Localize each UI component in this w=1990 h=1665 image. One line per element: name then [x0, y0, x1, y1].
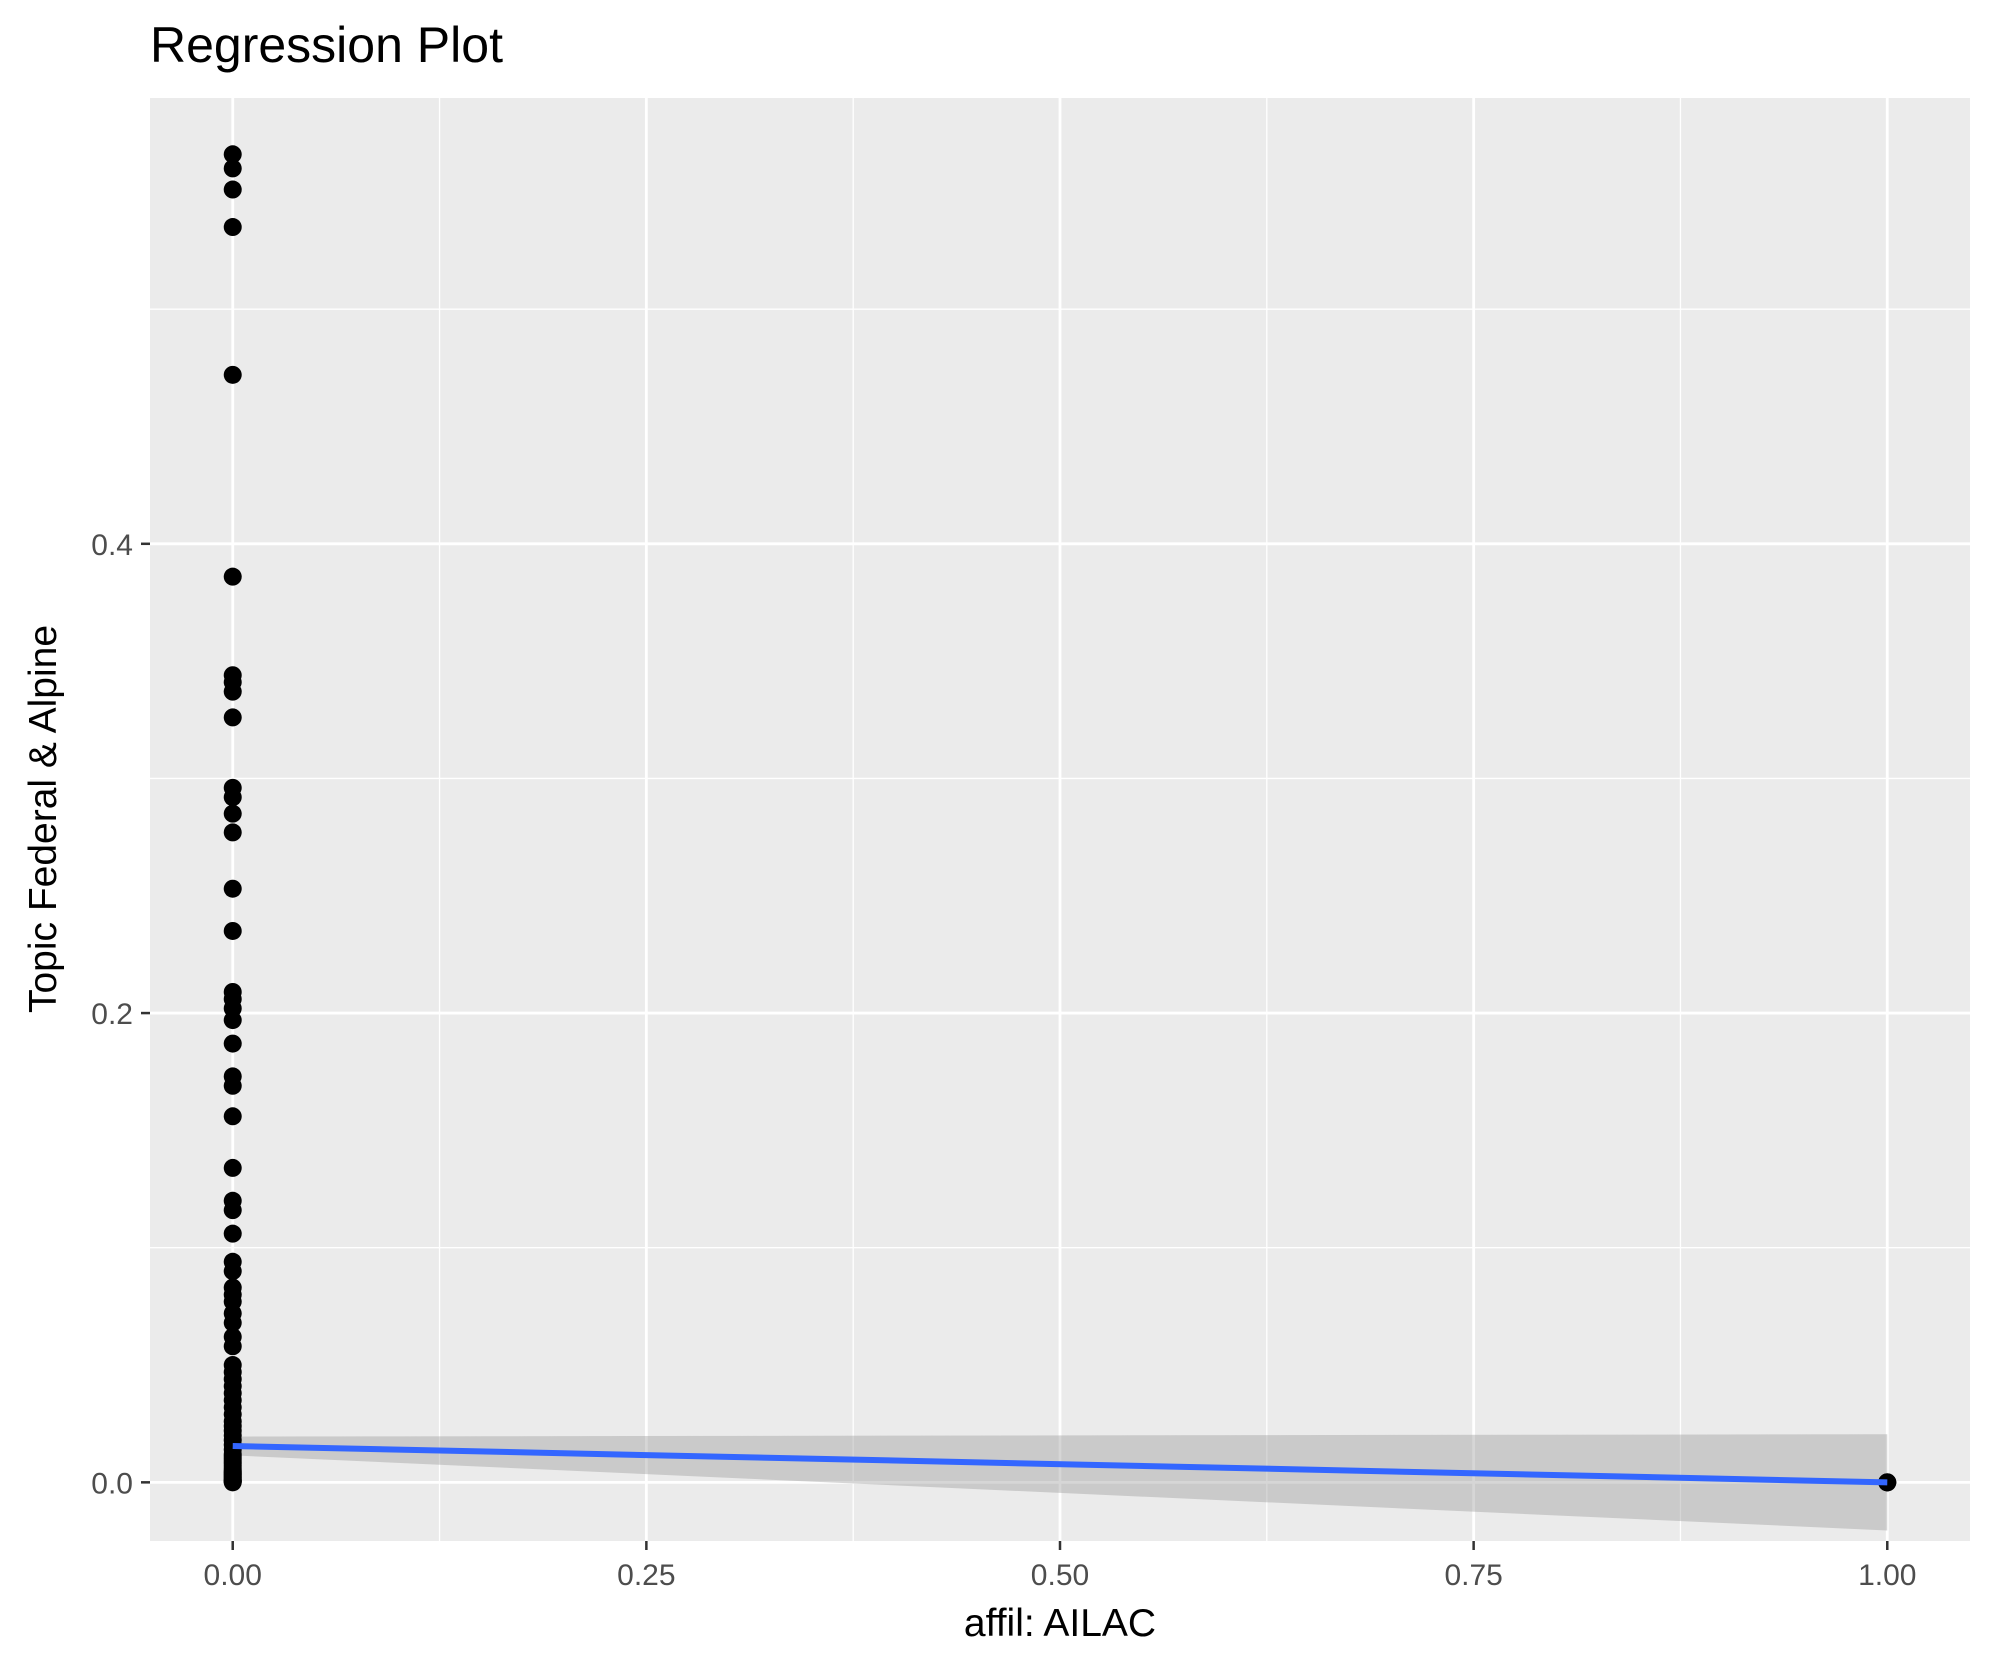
data-point: [223, 823, 242, 842]
data-point: [223, 567, 242, 586]
data-point: [223, 879, 242, 898]
data-point: [223, 1473, 242, 1492]
data-point: [223, 1107, 242, 1126]
data-point: [223, 145, 242, 164]
data-point: [223, 1034, 242, 1053]
data-point: [223, 180, 242, 199]
data-point: [223, 1158, 242, 1177]
x-tick-label: 0.00: [204, 1559, 262, 1592]
data-point: [223, 1224, 242, 1243]
y-tick-label: 0.2: [91, 998, 133, 1031]
x-tick-label: 0.75: [1444, 1559, 1502, 1592]
y-axis: 0.0 0.2 0.4: [91, 529, 150, 1500]
x-axis: 0.00 0.25 0.50 0.75 1.00: [204, 1541, 1916, 1592]
data-point: [223, 788, 242, 807]
data-point: [223, 159, 242, 178]
y-axis-label: Topic Federal & Alpine: [22, 625, 65, 1013]
data-point: [223, 1262, 242, 1281]
data-points: [223, 145, 1897, 1492]
x-tick-label: 1.00: [1858, 1559, 1916, 1592]
data-point: [223, 708, 242, 727]
regression-line: [232, 1442, 1888, 1486]
y-tick-label: 0.4: [91, 529, 133, 562]
data-point: [223, 682, 242, 701]
grid-lines: [150, 98, 1970, 1541]
y-tick-label: 0.0: [91, 1467, 133, 1500]
data-point: [223, 1337, 242, 1356]
data-point: [223, 365, 242, 384]
data-point: [223, 1011, 242, 1030]
confidence-ribbon: [232, 1434, 1888, 1531]
data-point: [223, 804, 242, 823]
data-point: [223, 218, 242, 237]
chart-title: Regression Plot: [150, 17, 503, 73]
data-point: [223, 1201, 242, 1220]
x-axis-label: affil: AILAC: [964, 1602, 1156, 1645]
data-point: [223, 1313, 242, 1332]
data-point: [223, 1076, 242, 1095]
x-tick-label: 0.50: [1031, 1559, 1089, 1592]
data-point: [223, 921, 242, 940]
x-tick-label: 0.25: [617, 1559, 675, 1592]
